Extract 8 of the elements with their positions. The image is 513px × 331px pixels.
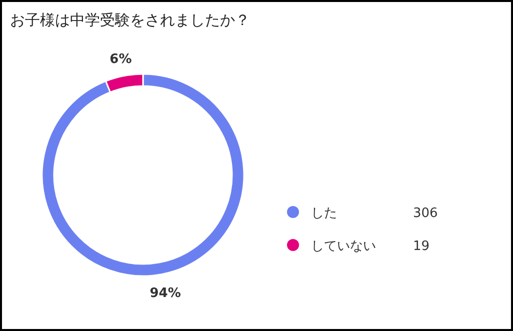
data-label: 94%	[150, 286, 181, 301]
text: 306	[413, 206, 438, 221]
legend-label: した	[311, 206, 337, 221]
legend-label: していない	[311, 239, 376, 254]
chart-title: お子様は中学受験をされましたか？	[10, 11, 250, 29]
data-label: 6%	[110, 52, 132, 68]
donut-slice	[41, 73, 245, 277]
text: 19	[413, 239, 430, 254]
